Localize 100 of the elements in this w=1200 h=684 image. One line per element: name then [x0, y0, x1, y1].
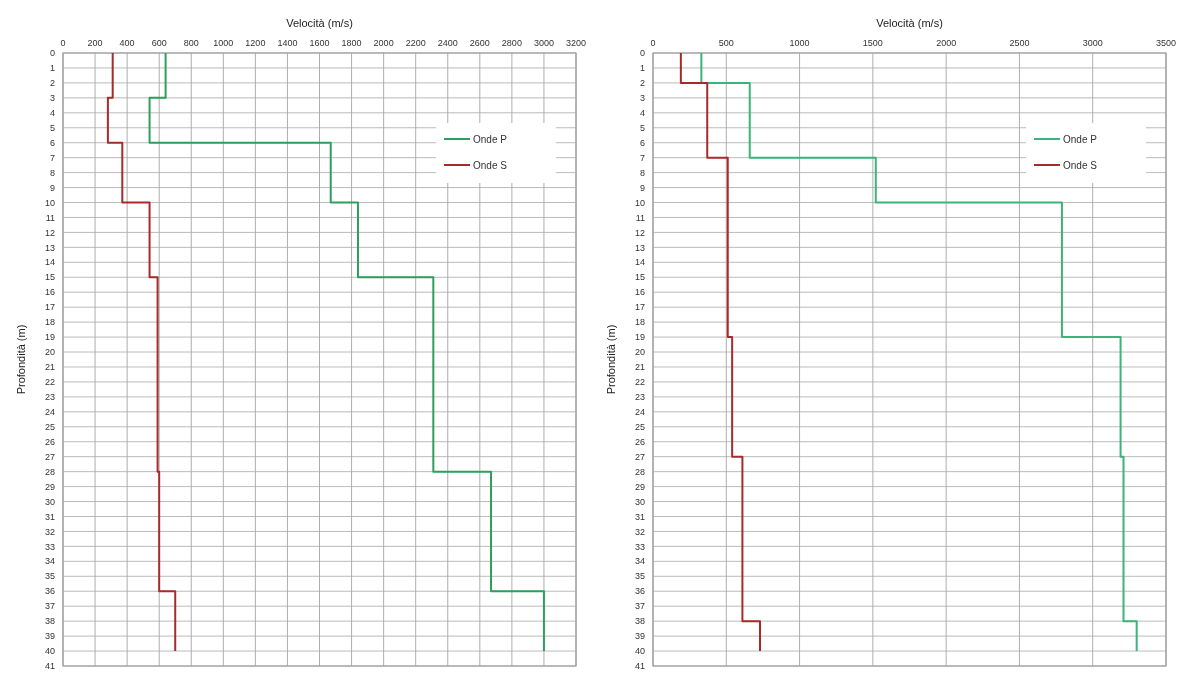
x-tick-label: 2000	[936, 38, 957, 48]
y-tick-label: 16	[44, 287, 55, 298]
y-tick-label: 6	[639, 137, 645, 148]
x-tick-label: 2400	[437, 38, 458, 48]
y-axis-title: Profondità (m)	[15, 324, 27, 395]
y-tick-label: 22	[44, 377, 55, 388]
y-tick-label: 36	[634, 586, 645, 597]
y-tick-label: 27	[44, 451, 55, 462]
y-tick-label: 15	[44, 272, 55, 283]
y-tick-label: 29	[634, 481, 645, 492]
y-tick-label: 34	[44, 556, 55, 567]
y-tick-label: 8	[49, 167, 55, 178]
y-tick-label: 40	[44, 646, 55, 657]
x-tick-label: 200	[87, 38, 103, 48]
x-tick-label: 1200	[245, 38, 266, 48]
y-tick-label: 25	[634, 421, 645, 432]
y-tick-label: 24	[44, 406, 55, 417]
y-tick-label: 0	[49, 48, 55, 59]
y-tick-label: 22	[634, 377, 645, 388]
y-tick-label: 28	[44, 466, 55, 477]
y-tick-label: 18	[44, 317, 55, 328]
y-tick-label: 32	[634, 526, 645, 537]
x-tick-label: 2800	[501, 38, 522, 48]
y-tick-label: 26	[44, 436, 55, 447]
y-tick-label: 36	[44, 586, 55, 597]
y-tick-label: 5	[639, 122, 645, 133]
x-tick-label: 600	[151, 38, 167, 48]
y-tick-label: 11	[45, 212, 55, 223]
y-tick-label: 34	[634, 556, 645, 567]
y-tick-label: 33	[634, 541, 645, 552]
x-tick-label: 0	[650, 38, 656, 48]
x-tick-label: 3500	[1155, 38, 1177, 48]
y-tick-label: 23	[634, 392, 645, 403]
y-tick-label: 37	[634, 601, 645, 612]
legend-label: Onde S	[473, 159, 508, 171]
y-tick-label: 2	[639, 78, 645, 89]
y-tick-label: 31	[634, 511, 645, 522]
x-tick-label: 1800	[341, 38, 362, 48]
x-tick-label: 1000	[789, 38, 810, 48]
legend-label: Onde P	[473, 133, 508, 145]
x-tick-label: 1500	[862, 38, 883, 48]
x-tick-label: 500	[718, 38, 734, 48]
x-tick-label: 2000	[373, 38, 394, 48]
x-tick-label: 2200	[405, 38, 426, 48]
x-tick-label: 2500	[1009, 38, 1030, 48]
y-tick-label: 3	[49, 93, 55, 103]
x-tick-label: 3000	[533, 38, 554, 48]
y-tick-label: 29	[44, 481, 55, 492]
y-tick-label: 31	[44, 511, 55, 522]
y-tick-label: 12	[634, 227, 645, 238]
y-tick-label: 11	[635, 212, 645, 223]
x-tick-label: 3200	[565, 38, 587, 48]
y-tick-label: 7	[49, 152, 55, 163]
y-tick-label: 12	[44, 227, 55, 238]
y-tick-label: 1	[49, 63, 55, 74]
y-tick-label: 30	[634, 496, 645, 507]
x-axis-title: Velocità (m/s)	[876, 17, 943, 29]
y-tick-label: 23	[44, 392, 55, 403]
y-tick-label: 37	[44, 601, 55, 612]
y-tick-label: 27	[634, 451, 645, 462]
y-tick-label: 21	[634, 362, 645, 373]
y-tick-label: 33	[44, 541, 55, 552]
x-tick-label: 0	[60, 38, 66, 48]
y-tick-label: 30	[44, 496, 55, 507]
x-tick-label: 800	[183, 38, 199, 48]
y-tick-label: 39	[634, 631, 645, 642]
y-tick-label: 6	[49, 137, 55, 148]
y-tick-label: 17	[44, 302, 55, 313]
y-tick-label: 10	[44, 197, 55, 208]
y-tick-label: 1	[639, 63, 645, 74]
y-tick-label: 19	[44, 332, 55, 343]
y-tick-label: 20	[634, 347, 645, 358]
y-tick-label: 3	[639, 93, 645, 103]
y-axis-title: Profondità (m)	[605, 324, 617, 395]
x-tick-label: 3000	[1082, 38, 1103, 48]
line-series	[106, 52, 177, 653]
y-tick-label: 16	[634, 287, 645, 298]
y-tick-label: 28	[634, 466, 645, 477]
y-tick-label: 14	[44, 257, 55, 268]
y-tick-label: 13	[634, 242, 645, 253]
y-tick-label: 38	[44, 616, 55, 627]
y-tick-label: 41	[44, 661, 55, 672]
y-tick-label: 9	[49, 182, 55, 193]
y-tick-label: 15	[634, 272, 645, 283]
y-tick-label: 17	[634, 302, 645, 313]
y-tick-label: 18	[634, 317, 645, 328]
y-tick-label: 41	[634, 661, 645, 672]
line-series	[148, 52, 545, 653]
y-tick-label: 14	[634, 257, 645, 268]
y-tick-label: 21	[44, 362, 55, 373]
y-tick-label: 4	[49, 107, 55, 118]
x-tick-label: 1600	[309, 38, 330, 48]
line-series	[679, 52, 761, 653]
y-tick-label: 13	[44, 242, 55, 253]
y-tick-label: 10	[634, 197, 645, 208]
x-tick-label: 400	[119, 38, 135, 48]
x-tick-label: 1400	[277, 38, 298, 48]
y-tick-label: 35	[634, 571, 645, 582]
x-tick-label: 2600	[469, 38, 490, 48]
y-tick-label: 2	[49, 78, 55, 89]
